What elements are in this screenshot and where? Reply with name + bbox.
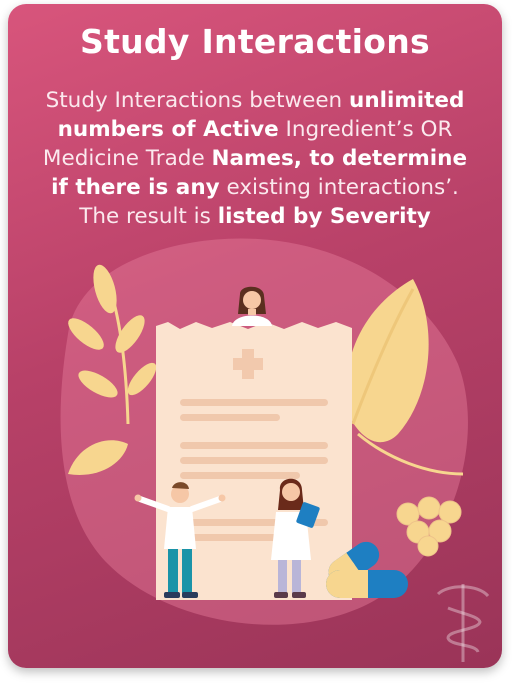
- doctor-top-figure: [232, 286, 272, 326]
- capsules: [326, 541, 408, 598]
- doctor-man-figure: [134, 482, 226, 598]
- card-title: Study Interactions: [80, 22, 430, 61]
- feature-card: Study Interactions Study Interactions be…: [8, 4, 502, 668]
- caduceus-icon: [436, 584, 490, 662]
- right-leaf: [346, 279, 464, 476]
- medical-illustration: [60, 238, 490, 662]
- desc-bold-2: Names, to determine if there is any: [51, 146, 468, 200]
- desc-part-2: Ingredient’s OR Medicine Trade: [42, 117, 453, 171]
- berry-cluster: [396, 496, 462, 557]
- doctor-woman-figure: [271, 478, 320, 598]
- desc-bold-3: listed by Severity: [217, 204, 431, 229]
- card-description: Study Interactions between unlimited num…: [38, 86, 472, 231]
- desc-part-3: existing interactions’. The result is: [79, 175, 459, 229]
- desc-bold-1: unlimited numbers of Active: [57, 88, 465, 142]
- left-leaf-branch: [68, 264, 157, 475]
- desc-part-1: Study Interactions between: [45, 88, 350, 113]
